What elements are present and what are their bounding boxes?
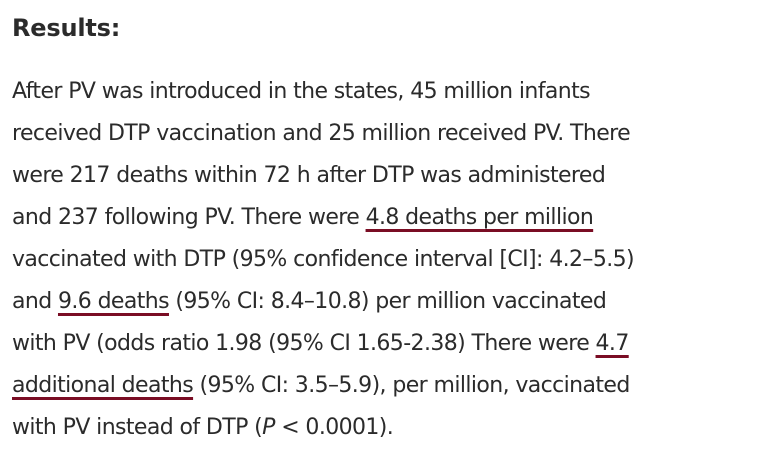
text-line-1: After PV was introduced in the states, 4… — [12, 71, 762, 113]
text-line-6: and 9.6 deaths (95% CI: 8.4–10.8) per mi… — [12, 281, 762, 323]
text-segment: with PV (odds ratio 1.98 (95% CI 1.65-2.… — [12, 331, 596, 356]
text-line-3: were 217 deaths within 72 h after DTP wa… — [12, 155, 762, 197]
p-value-symbol: P — [262, 415, 275, 440]
text-line-8: additional deaths (95% CI: 3.5–5.9), per… — [12, 365, 762, 407]
text-segment: After PV was introduced in the states, 4… — [12, 79, 591, 104]
text-segment: and — [12, 289, 58, 314]
text-line-2: received DTP vaccination and 25 million … — [12, 113, 762, 155]
text-line-7: with PV (odds ratio 1.98 (95% CI 1.65-2.… — [12, 323, 762, 365]
highlight-pv-death-rate: 9.6 deaths — [57, 289, 170, 314]
text-line-9: with PV instead of DTP (P < 0.0001). — [12, 407, 762, 449]
highlight-dtp-death-rate: 4.8 deaths per million — [365, 205, 594, 230]
results-heading: Results: — [12, 14, 121, 42]
text-segment: < 0.0001). — [274, 415, 394, 440]
text-segment: and 237 following PV. There were — [12, 205, 366, 230]
text-line-5: vaccinated with DTP (95% confidence inte… — [12, 239, 762, 281]
text-segment: with PV instead of DTP ( — [12, 415, 263, 440]
text-segment: (95% CI: 8.4–10.8) per million vaccinate… — [168, 289, 607, 314]
text-segment: were 217 deaths within 72 h after DTP wa… — [12, 163, 606, 188]
text-segment: received DTP vaccination and 25 million … — [12, 121, 631, 146]
results-paragraph: After PV was introduced in the states, 4… — [12, 71, 762, 449]
text-line-4: and 237 following PV. There were 4.8 dea… — [12, 197, 762, 239]
highlight-additional-deaths-value: 4.7 — [595, 331, 630, 356]
highlight-additional-deaths-label: additional deaths — [12, 373, 194, 398]
text-segment: (95% CI: 3.5–5.9), per million, vaccinat… — [193, 373, 630, 398]
text-segment: vaccinated with DTP (95% confidence inte… — [12, 247, 635, 272]
